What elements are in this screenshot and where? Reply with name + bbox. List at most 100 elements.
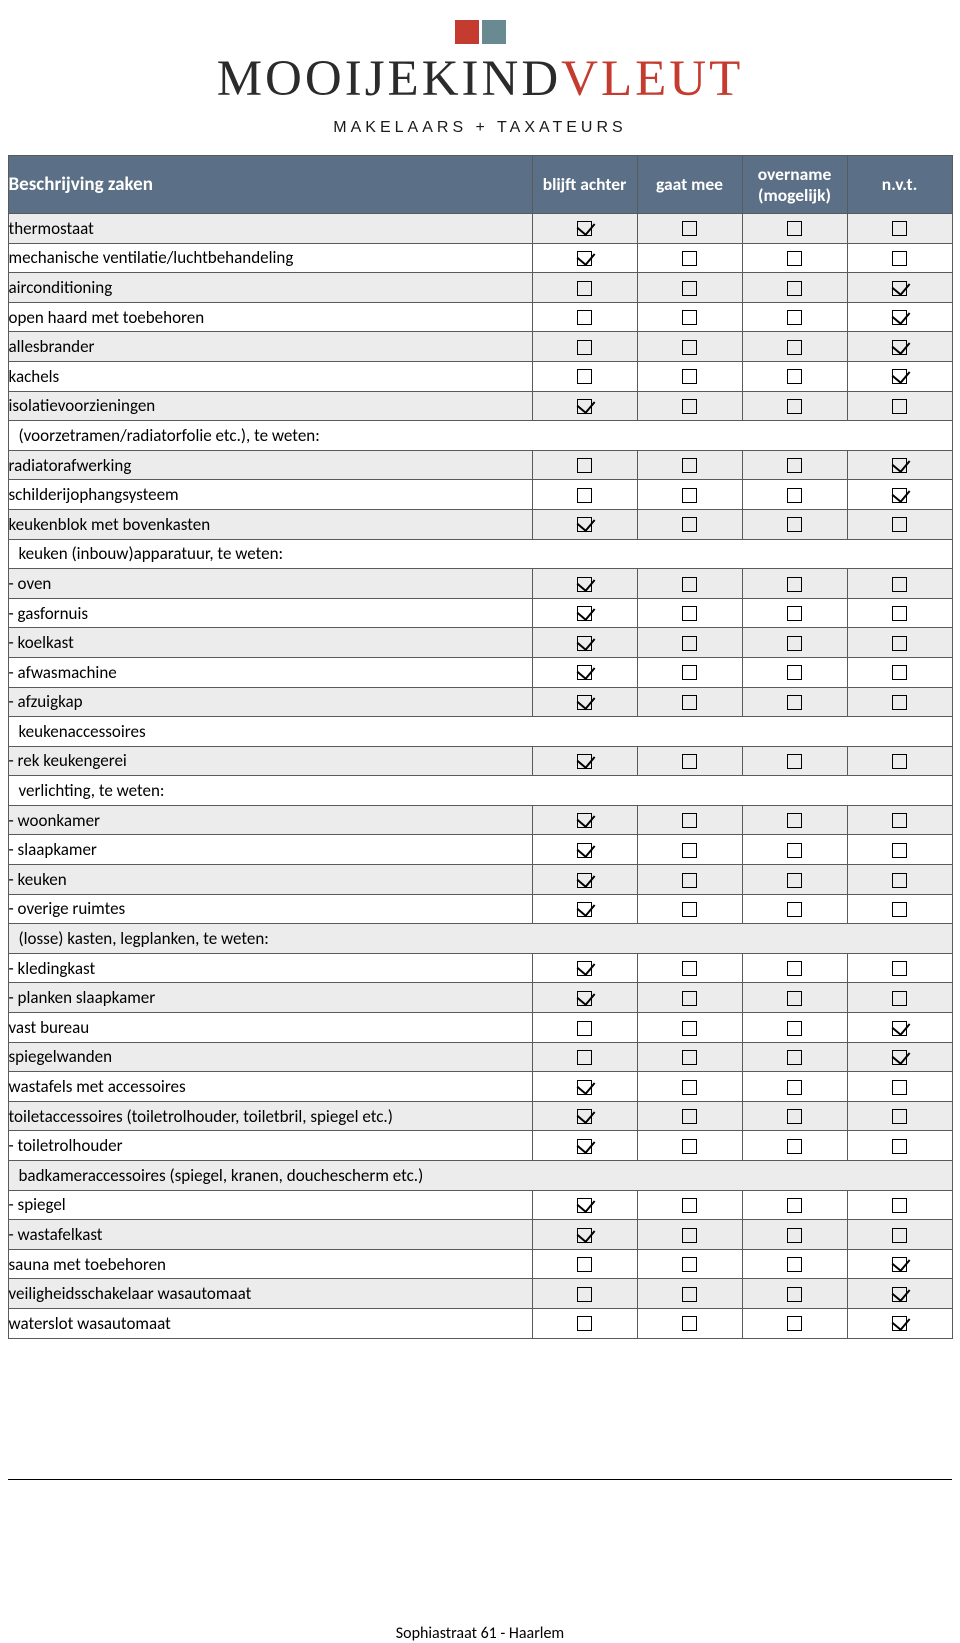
checkbox-icon[interactable] bbox=[682, 665, 697, 680]
checkbox-icon[interactable] bbox=[787, 399, 802, 414]
checkbox-icon[interactable] bbox=[892, 1109, 907, 1124]
checkbox-icon[interactable] bbox=[892, 754, 907, 769]
checkbox-icon[interactable] bbox=[892, 340, 907, 355]
checkbox-icon[interactable] bbox=[787, 606, 802, 621]
checkbox-icon[interactable] bbox=[577, 310, 592, 325]
checkbox-icon[interactable] bbox=[682, 1080, 697, 1095]
checkbox-icon[interactable] bbox=[577, 281, 592, 296]
checkbox-icon[interactable] bbox=[682, 281, 697, 296]
checkbox-icon[interactable] bbox=[892, 1228, 907, 1243]
checkbox-icon[interactable] bbox=[577, 695, 592, 710]
checkbox-icon[interactable] bbox=[577, 665, 592, 680]
checkbox-icon[interactable] bbox=[787, 636, 802, 651]
checkbox-icon[interactable] bbox=[787, 369, 802, 384]
checkbox-icon[interactable] bbox=[892, 1139, 907, 1154]
checkbox-icon[interactable] bbox=[577, 1139, 592, 1154]
checkbox-icon[interactable] bbox=[577, 340, 592, 355]
checkbox-icon[interactable] bbox=[787, 517, 802, 532]
checkbox-icon[interactable] bbox=[892, 1257, 907, 1272]
checkbox-icon[interactable] bbox=[682, 902, 697, 917]
checkbox-icon[interactable] bbox=[787, 1109, 802, 1124]
checkbox-icon[interactable] bbox=[787, 1257, 802, 1272]
checkbox-icon[interactable] bbox=[892, 488, 907, 503]
checkbox-icon[interactable] bbox=[577, 1109, 592, 1124]
checkbox-icon[interactable] bbox=[682, 517, 697, 532]
checkbox-icon[interactable] bbox=[577, 961, 592, 976]
checkbox-icon[interactable] bbox=[787, 665, 802, 680]
checkbox-icon[interactable] bbox=[892, 1287, 907, 1302]
checkbox-icon[interactable] bbox=[892, 1080, 907, 1095]
checkbox-icon[interactable] bbox=[892, 251, 907, 266]
checkbox-icon[interactable] bbox=[787, 310, 802, 325]
checkbox-icon[interactable] bbox=[682, 1050, 697, 1065]
checkbox-icon[interactable] bbox=[892, 1021, 907, 1036]
checkbox-icon[interactable] bbox=[787, 1198, 802, 1213]
checkbox-icon[interactable] bbox=[577, 1316, 592, 1331]
checkbox-icon[interactable] bbox=[682, 695, 697, 710]
checkbox-icon[interactable] bbox=[682, 754, 697, 769]
checkbox-icon[interactable] bbox=[577, 517, 592, 532]
checkbox-icon[interactable] bbox=[787, 1316, 802, 1331]
checkbox-icon[interactable] bbox=[892, 399, 907, 414]
checkbox-icon[interactable] bbox=[892, 606, 907, 621]
checkbox-icon[interactable] bbox=[682, 340, 697, 355]
checkbox-icon[interactable] bbox=[787, 488, 802, 503]
checkbox-icon[interactable] bbox=[892, 695, 907, 710]
checkbox-icon[interactable] bbox=[787, 458, 802, 473]
checkbox-icon[interactable] bbox=[682, 369, 697, 384]
checkbox-icon[interactable] bbox=[892, 665, 907, 680]
checkbox-icon[interactable] bbox=[682, 873, 697, 888]
checkbox-icon[interactable] bbox=[892, 813, 907, 828]
checkbox-icon[interactable] bbox=[577, 1228, 592, 1243]
checkbox-icon[interactable] bbox=[892, 1316, 907, 1331]
checkbox-icon[interactable] bbox=[577, 843, 592, 858]
checkbox-icon[interactable] bbox=[682, 1316, 697, 1331]
checkbox-icon[interactable] bbox=[577, 902, 592, 917]
checkbox-icon[interactable] bbox=[682, 1109, 697, 1124]
checkbox-icon[interactable] bbox=[682, 1198, 697, 1213]
checkbox-icon[interactable] bbox=[577, 488, 592, 503]
checkbox-icon[interactable] bbox=[787, 961, 802, 976]
checkbox-icon[interactable] bbox=[577, 399, 592, 414]
checkbox-icon[interactable] bbox=[577, 1050, 592, 1065]
checkbox-icon[interactable] bbox=[682, 843, 697, 858]
checkbox-icon[interactable] bbox=[577, 251, 592, 266]
checkbox-icon[interactable] bbox=[892, 902, 907, 917]
checkbox-icon[interactable] bbox=[577, 991, 592, 1006]
checkbox-icon[interactable] bbox=[787, 873, 802, 888]
checkbox-icon[interactable] bbox=[892, 961, 907, 976]
checkbox-icon[interactable] bbox=[682, 1287, 697, 1302]
checkbox-icon[interactable] bbox=[577, 1287, 592, 1302]
checkbox-icon[interactable] bbox=[787, 1050, 802, 1065]
checkbox-icon[interactable] bbox=[787, 1080, 802, 1095]
checkbox-icon[interactable] bbox=[577, 1080, 592, 1095]
checkbox-icon[interactable] bbox=[787, 902, 802, 917]
checkbox-icon[interactable] bbox=[892, 281, 907, 296]
checkbox-icon[interactable] bbox=[892, 1050, 907, 1065]
checkbox-icon[interactable] bbox=[577, 754, 592, 769]
checkbox-icon[interactable] bbox=[682, 636, 697, 651]
checkbox-icon[interactable] bbox=[577, 577, 592, 592]
checkbox-icon[interactable] bbox=[787, 843, 802, 858]
checkbox-icon[interactable] bbox=[787, 1228, 802, 1243]
checkbox-icon[interactable] bbox=[892, 991, 907, 1006]
checkbox-icon[interactable] bbox=[892, 517, 907, 532]
checkbox-icon[interactable] bbox=[787, 813, 802, 828]
checkbox-icon[interactable] bbox=[682, 1021, 697, 1036]
checkbox-icon[interactable] bbox=[682, 961, 697, 976]
checkbox-icon[interactable] bbox=[787, 577, 802, 592]
checkbox-icon[interactable] bbox=[577, 1257, 592, 1272]
checkbox-icon[interactable] bbox=[577, 873, 592, 888]
checkbox-icon[interactable] bbox=[892, 636, 907, 651]
checkbox-icon[interactable] bbox=[577, 369, 592, 384]
checkbox-icon[interactable] bbox=[682, 991, 697, 1006]
checkbox-icon[interactable] bbox=[787, 695, 802, 710]
checkbox-icon[interactable] bbox=[787, 1021, 802, 1036]
checkbox-icon[interactable] bbox=[892, 873, 907, 888]
checkbox-icon[interactable] bbox=[682, 251, 697, 266]
checkbox-icon[interactable] bbox=[682, 1139, 697, 1154]
checkbox-icon[interactable] bbox=[682, 488, 697, 503]
checkbox-icon[interactable] bbox=[682, 606, 697, 621]
checkbox-icon[interactable] bbox=[577, 813, 592, 828]
checkbox-icon[interactable] bbox=[892, 1198, 907, 1213]
